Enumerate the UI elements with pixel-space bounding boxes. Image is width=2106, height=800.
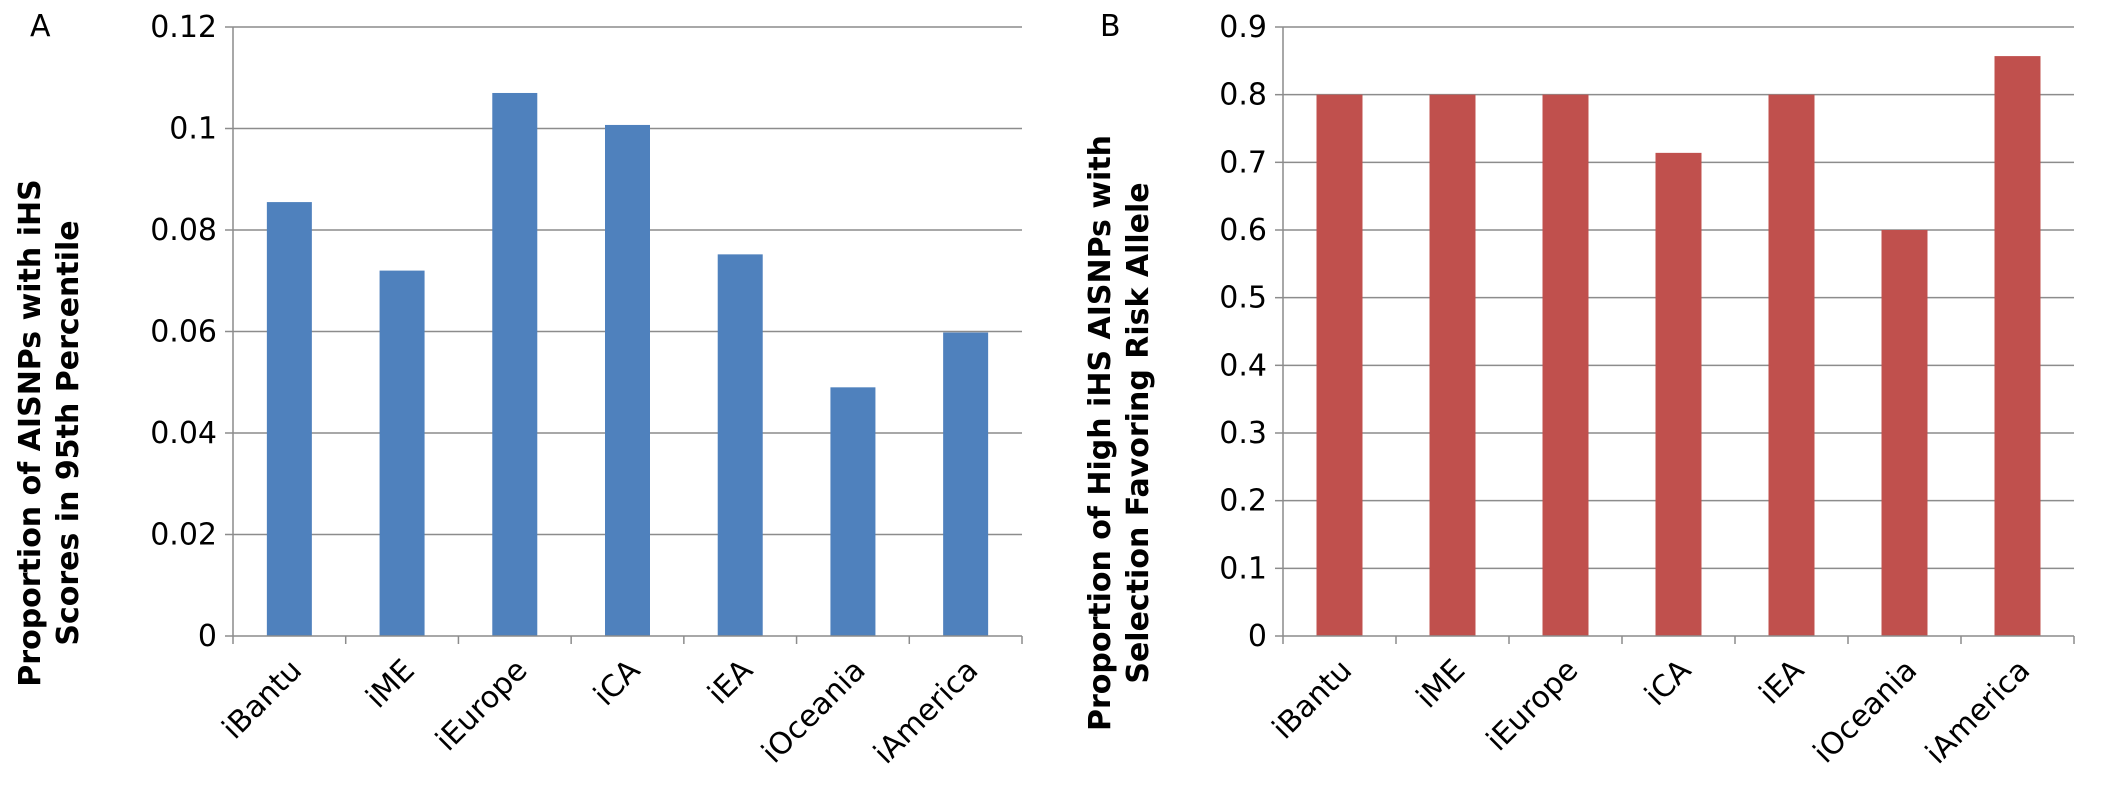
x-tick-label-a-6: iAmerica xyxy=(867,653,985,771)
bar-a-iCA xyxy=(605,124,650,636)
y-tick-label-a-6: 0.12 xyxy=(150,10,217,45)
bar-b-iME xyxy=(1429,94,1476,636)
y-tick-label-b-4: 0.4 xyxy=(1219,348,1267,383)
y-tick-label-a-3: 0.06 xyxy=(150,315,217,350)
x-tick-label-a-5: iOceania xyxy=(755,653,872,770)
chart-panel-a: A Proportion of AISNPs with iHS Scores i… xyxy=(13,9,1023,771)
y-axis-label-a-line1: Proportion of AISNPs with iHS xyxy=(13,179,48,686)
x-tick-label-b-0: iBantu xyxy=(1266,653,1359,746)
axes-b xyxy=(1282,27,2074,637)
panel-label-a: A xyxy=(30,9,51,44)
y-tick-label-a-1: 0.02 xyxy=(150,518,217,553)
y-tick-label-b-8: 0.8 xyxy=(1219,78,1267,113)
y-tick-label-a-5: 0.1 xyxy=(169,112,217,147)
bar-b-iAmerica xyxy=(1994,56,2041,636)
y-ticks-b: 0 0.1 0.2 0.3 0.4 0.5 0.6 0.7 0.8 0.9 xyxy=(1219,10,1283,654)
y-axis-label-a-line2: Scores in 95th Percentile xyxy=(51,220,86,645)
chart-panel-b: B Proportion of High iHS AISNPs with Sel… xyxy=(1083,9,2075,771)
bar-a-iEA xyxy=(717,254,763,637)
y-tick-label-a-2: 0.04 xyxy=(150,416,217,451)
y-tick-label-b-7: 0.7 xyxy=(1219,145,1267,180)
y-tick-label-b-0: 0 xyxy=(1248,619,1267,654)
x-tick-label-a-0: iBantu xyxy=(216,653,309,746)
x-tick-label-a-4: iEA xyxy=(701,653,760,712)
x-tick-label-a-2: iEurope xyxy=(429,653,534,758)
x-tick-label-b-6: iAmerica xyxy=(1919,653,2037,771)
y-tick-label-b-6: 0.6 xyxy=(1219,213,1267,248)
x-tick-label-b-2: iEurope xyxy=(1480,653,1585,758)
bar-a-iAmerica xyxy=(943,332,989,636)
x-tick-label-b-1: iME xyxy=(1410,653,1472,715)
bar-b-iOceania xyxy=(1881,230,1928,636)
bar-b-iEurope xyxy=(1542,94,1589,636)
y-tick-label-a-4: 0.08 xyxy=(150,213,217,248)
y-tick-label-b-3: 0.3 xyxy=(1219,416,1267,451)
panel-label-b: B xyxy=(1100,9,1121,44)
bar-a-iOceania xyxy=(830,387,876,636)
y-tick-label-a-0: 0 xyxy=(198,619,217,654)
bar-a-iBantu xyxy=(266,202,312,636)
y-axis-label-b-line2: Selection Favoring Risk Allele xyxy=(1121,182,1156,683)
x-tick-label-b-3: iCA xyxy=(1638,653,1698,713)
bar-b-iEA xyxy=(1768,94,1815,636)
bars-b xyxy=(1316,56,2041,637)
x-tick-label-a-1: iME xyxy=(359,653,421,715)
bar-a-iEurope xyxy=(492,92,538,637)
bar-b-iCA xyxy=(1655,152,1702,637)
x-tick-label-a-3: iCA xyxy=(587,653,647,713)
y-axis-label-b-line1: Proportion of High iHS AISNPs with xyxy=(1083,135,1118,731)
x-tick-label-b-5: iOceania xyxy=(1807,653,1924,770)
x-tick-label-b-4: iEA xyxy=(1753,653,1812,712)
bar-a-iME xyxy=(379,270,425,636)
y-tick-label-b-9: 0.9 xyxy=(1219,10,1267,45)
y-tick-label-b-1: 0.1 xyxy=(1219,551,1267,586)
y-tick-label-b-2: 0.2 xyxy=(1219,484,1267,519)
y-tick-label-b-5: 0.5 xyxy=(1219,281,1267,316)
y-ticks-a: 0 0.02 0.04 0.06 0.08 0.1 0.12 xyxy=(150,10,233,654)
bars-a xyxy=(266,92,989,637)
bar-b-iBantu xyxy=(1316,94,1363,636)
